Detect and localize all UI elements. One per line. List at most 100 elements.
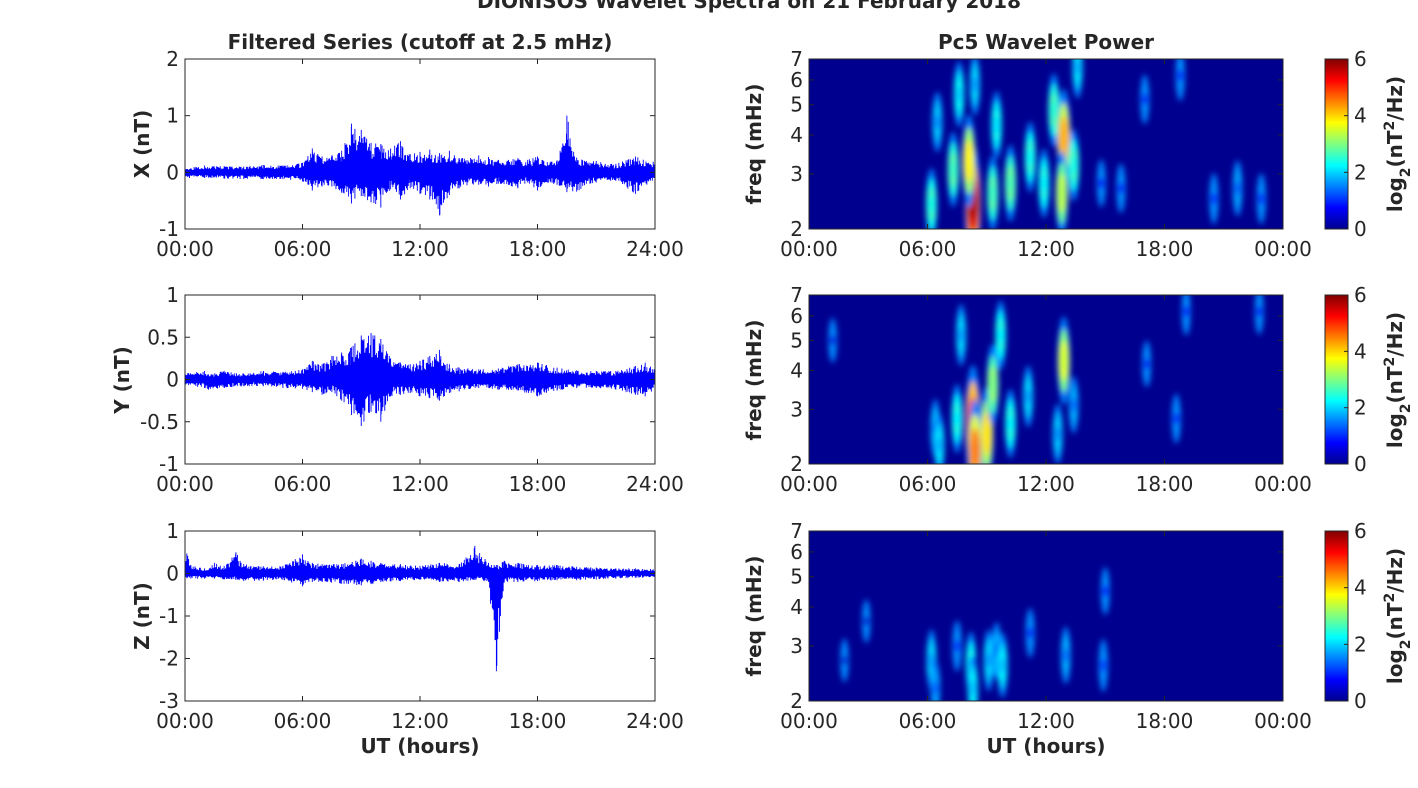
y-tick-label: 0 [166, 160, 179, 184]
wavelet-power-blob [1006, 173, 1015, 193]
colorbar-tick-label: 6 [1354, 283, 1367, 307]
colorbar-x-gradient [1324, 58, 1349, 230]
x-tick-label: 24:00 [626, 709, 684, 733]
colorbar-y-label: log2(nT2/Hz) [1382, 312, 1414, 448]
colorbar-y-ticks: 0 2 4 6 [1344, 283, 1367, 476]
y-wavelet-ylabel: freq (mHz) [742, 320, 766, 441]
z-wavelet-power [840, 567, 1110, 701]
x-tick-label: 18:00 [509, 709, 567, 733]
wavelet-power-blob [1026, 148, 1035, 166]
y-tick-label: 4 [790, 595, 803, 619]
y-tick-label: 4 [790, 358, 803, 382]
x-tick-label: 18:00 [1136, 237, 1194, 261]
x-tick-label: 00:00 [1254, 472, 1312, 496]
x-tick-label: 00:00 [156, 472, 214, 496]
wavelet-power-blob [1024, 388, 1032, 405]
x-series-panel: Filtered Series (cutoff at 2.5 mHz) X (n… [130, 30, 684, 261]
x-wavelet-power [925, 59, 1267, 229]
wavelet-power-blob [1006, 414, 1015, 433]
wavelet-power-blob [1258, 192, 1265, 206]
colorbar-z-gradient [1324, 530, 1349, 702]
x-tick-label: 00:00 [780, 237, 838, 261]
colorbar-tick-label: 0 [1354, 689, 1367, 713]
wavelet-power-blob [957, 327, 965, 343]
wavelet-power-blob [1234, 181, 1241, 196]
wavelet-power-blob [1040, 174, 1048, 192]
x-series-xticks: 00:00 06:00 12:00 18:00 24:00 [156, 59, 684, 261]
y-tick-label: 1 [166, 283, 179, 307]
wavelet-power-blob [970, 438, 980, 464]
colorbar-tick-label: 6 [1354, 47, 1367, 71]
wavelet-power-blob [969, 680, 977, 697]
x-tick-label: 18:00 [509, 472, 567, 496]
wavelet-power-blob [1210, 192, 1218, 206]
x-wavelet-xticks: 00:00 06:00 12:00 18:00 00:00 [780, 59, 1312, 261]
wavelet-power-blob [829, 334, 836, 346]
series-line [184, 115, 656, 216]
y-tick-label: 2 [166, 47, 179, 71]
wavelet-power-blob [841, 654, 848, 666]
x-tick-label: 06:00 [274, 709, 332, 733]
y-tick-label: 6 [790, 304, 803, 328]
x-tick-label: 18:00 [1136, 709, 1194, 733]
wavelet-power-blob [949, 160, 958, 179]
wavelet-power-blob [955, 85, 963, 103]
y-wavelet-xticks: 00:00 06:00 12:00 18:00 00:00 [780, 295, 1312, 496]
colorbar-tick-label: 2 [1354, 160, 1367, 184]
wavelet-power-blob [1102, 585, 1109, 597]
colorbar-x-label: log2(nT2/Hz) [1382, 76, 1414, 212]
x-tick-label: 00:00 [780, 709, 838, 733]
wavelet-power-blob [1062, 648, 1070, 663]
wavelet-power-blob [1049, 101, 1058, 120]
y-tick-label: 0.5 [147, 325, 179, 349]
z-series-xticks: 00:00 06:00 12:00 18:00 24:00 [156, 531, 684, 733]
y-tick-label: -0.5 [140, 410, 179, 434]
colorbar-tick-label: 4 [1354, 104, 1367, 128]
y-tick-label: 4 [790, 123, 803, 147]
colorbar-tick-label: 2 [1354, 632, 1367, 656]
x-tick-label: 00:00 [1254, 237, 1312, 261]
wavelet-power-blob [933, 114, 941, 130]
x-tick-label: 12:00 [391, 237, 449, 261]
y-tick-label: -3 [159, 689, 179, 713]
wavelet-power-blob [1074, 59, 1082, 75]
colorbar-tick-label: 4 [1354, 576, 1367, 600]
colorbar-x: 0 2 4 6 log2(nT2/Hz) [1324, 47, 1414, 241]
y-series-trace [184, 333, 656, 426]
wavelet-power-blob [953, 410, 961, 428]
colorbar-tick-label: 6 [1354, 519, 1367, 543]
figure-title: DIONISOS Wavelet Spectra on 21 February … [477, 0, 1021, 13]
wavelet-title: Pc5 Wavelet Power [938, 30, 1154, 54]
x-tick-label: 12:00 [1017, 709, 1075, 733]
x-wavelet-panel: Pc5 Wavelet Power freq (mHz) 2 3 4 567 00:0… [742, 30, 1312, 261]
x-tick-label: 06:00 [899, 709, 957, 733]
wavelet-power-blob [1070, 397, 1078, 412]
x-series-ylabel: X (nT) [130, 110, 154, 179]
y-wavelet-power [828, 295, 1264, 464]
series-line [184, 545, 656, 672]
wavelet-power-blob [964, 149, 974, 173]
y-tick-label: 0 [166, 368, 179, 392]
z-wavelet-xlabel: UT (hours) [986, 734, 1105, 758]
wavelet-power-blob [1183, 305, 1190, 318]
y-tick-label: -1 [159, 604, 179, 628]
z-wavelet-xticks: 00:00 06:00 12:00 18:00 00:00 [780, 531, 1312, 733]
wavelet-power-blob [1098, 177, 1105, 190]
y-tick-label: 2 [790, 217, 803, 241]
y-tick-label: 7 [790, 519, 803, 543]
y-series-xticks: 00:00 06:00 12:00 18:00 24:00 [156, 295, 684, 496]
wavelet-power-blob [1256, 305, 1263, 318]
y-series-panel: Y (nT) -1 -0.5 0 0.5 1 00:00 06:00 12:00 18:00 2… [110, 283, 684, 496]
wavelet-power-blob [992, 116, 1001, 134]
z-series-frame [184, 530, 656, 702]
colorbar-z: 0 2 4 6 log2(nT2/Hz) [1324, 519, 1414, 713]
y-series-yticks: -1 -0.5 0 0.5 1 [140, 283, 655, 476]
x-tick-label: 06:00 [274, 237, 332, 261]
colorbar-z-label: log2(nT2/Hz) [1382, 548, 1414, 684]
wavelet-power-blob [1177, 69, 1184, 82]
y-tick-label: 5 [790, 328, 803, 352]
y-series-ylabel: Y (nT) [110, 346, 134, 415]
wavelet-power-blob [971, 76, 979, 93]
z-series-ylabel: Z (nT) [130, 582, 154, 650]
